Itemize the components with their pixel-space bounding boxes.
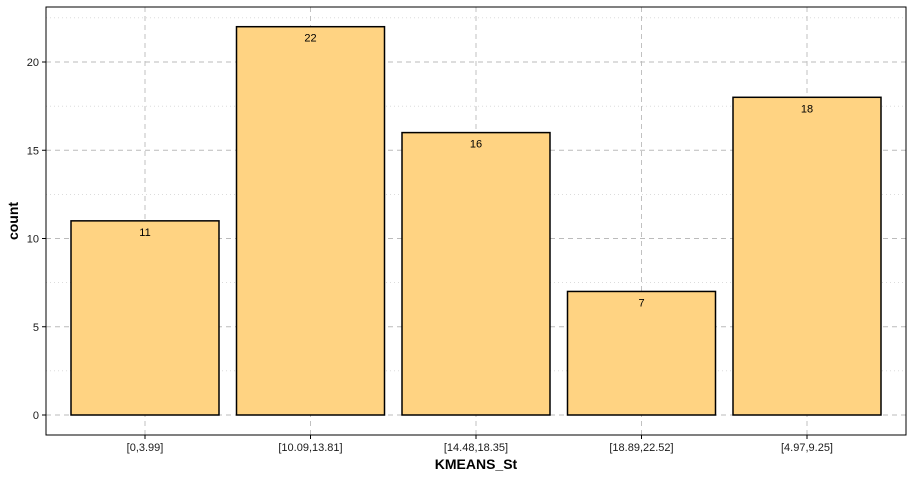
bar-value-label: 16: [470, 139, 482, 151]
y-axis: 0 5 10 15 20: [27, 57, 46, 422]
bar-value-label: 22: [304, 33, 316, 45]
y-tick-label: 20: [27, 57, 39, 69]
bar-value-label: 11: [139, 227, 150, 239]
bar: [566, 290, 717, 416]
x-tick-label: [4.97,9.25]: [781, 442, 833, 454]
x-axis-title: KMEANS_St: [435, 456, 518, 472]
y-tick-label: 10: [27, 234, 39, 246]
bar: [401, 131, 551, 416]
bars: 11 22 16 7 18: [70, 25, 882, 416]
bar-value-label: 18: [801, 103, 813, 115]
y-axis-title: count: [5, 202, 21, 240]
y-tick-label: 0: [33, 410, 39, 422]
x-tick-label: [10.09,13.81]: [278, 442, 342, 454]
bar: [235, 25, 386, 416]
bar-value-label: 7: [638, 297, 644, 309]
x-axis: [0,3.99] [10.09,13.81] [14.48,18.35] [18.89…: [127, 435, 833, 454]
bar: [70, 220, 220, 416]
y-tick-label: 15: [27, 145, 39, 157]
bar: [732, 96, 882, 416]
x-tick-label: [18.89,22.52]: [609, 442, 673, 454]
x-tick-label: [14.48,18.35]: [444, 442, 508, 454]
y-tick-label: 5: [33, 322, 39, 334]
x-tick-label: [0,3.99]: [127, 442, 164, 454]
